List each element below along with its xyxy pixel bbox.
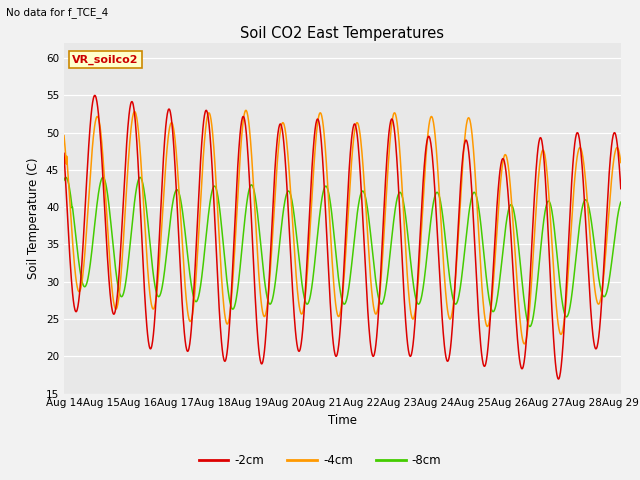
Text: VR_soilco2: VR_soilco2 [72, 54, 139, 65]
X-axis label: Time: Time [328, 414, 357, 427]
Title: Soil CO2 East Temperatures: Soil CO2 East Temperatures [241, 25, 444, 41]
Legend: -2cm, -4cm, -8cm: -2cm, -4cm, -8cm [194, 449, 446, 472]
Text: No data for f_TCE_4: No data for f_TCE_4 [6, 7, 109, 18]
Y-axis label: Soil Temperature (C): Soil Temperature (C) [28, 157, 40, 279]
